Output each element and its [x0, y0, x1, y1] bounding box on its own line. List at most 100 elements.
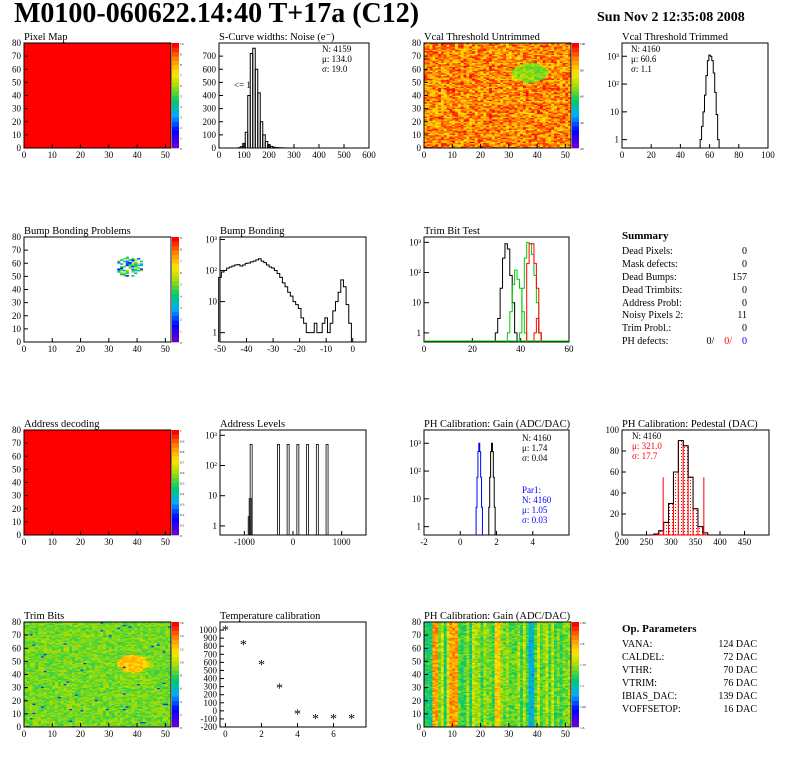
heatmap-cell — [424, 86, 428, 88]
heatmap-cell — [443, 85, 447, 87]
heatmap-cell — [429, 128, 433, 130]
heatmap-cell — [489, 83, 493, 86]
heatmap-cell — [517, 145, 521, 147]
heatmap-cell — [469, 70, 473, 73]
heatmap-cell — [438, 60, 442, 62]
palette-cell — [572, 134, 579, 140]
heatmap-cell — [517, 108, 521, 111]
heatmap-cell — [463, 64, 467, 66]
heatmap-cell — [440, 112, 445, 115]
heatmap-cell — [500, 79, 504, 82]
heatmap-cell — [480, 133, 484, 136]
heatmap-cell — [424, 119, 428, 121]
heatmap-cell — [438, 130, 442, 133]
heatmap-cell — [528, 128, 532, 130]
heatmap-cell — [559, 70, 563, 73]
heatmap-cell — [545, 141, 549, 144]
heatmap-cell — [548, 92, 552, 95]
heatmap-cell — [452, 78, 456, 81]
heatmap-cell — [452, 87, 456, 90]
heatmap-cell — [472, 102, 476, 104]
heatmap-cell — [474, 145, 479, 147]
heatmap-cell — [443, 83, 447, 86]
heatmap-cell — [568, 86, 572, 88]
heatmap-cell — [120, 273, 124, 276]
heatmap-cell — [534, 140, 538, 142]
heatmap-cell — [463, 111, 467, 113]
heatmap-cell — [568, 71, 572, 74]
heatmap-cell — [528, 127, 532, 129]
heatmap-cell — [494, 140, 498, 142]
heatmap-cell — [503, 43, 507, 45]
heatmap-cell — [568, 127, 572, 129]
heatmap-cell — [474, 91, 479, 94]
heatmap-cell — [522, 116, 527, 119]
heatmap-cell — [469, 141, 473, 144]
heatmap-cell — [449, 107, 453, 109]
heatmap-cell — [531, 142, 535, 145]
heatmap-cell — [556, 104, 560, 107]
heatmap-cell — [426, 115, 430, 117]
heatmap-cell — [435, 75, 439, 78]
heatmap-cell — [489, 82, 493, 84]
heatmap-cell — [460, 58, 464, 61]
heatmap-cell — [551, 45, 555, 48]
heatmap-cell — [131, 263, 135, 265]
heatmap-cell — [505, 125, 510, 128]
heatmap-cell — [424, 111, 428, 113]
heatmap-cell — [562, 102, 566, 104]
heatmap-cell — [477, 100, 481, 103]
heatmap-cell — [508, 64, 512, 66]
heatmap-cell — [443, 53, 447, 56]
heatmap-cell — [497, 125, 501, 128]
heatmap-cell — [474, 75, 479, 78]
heatmap-cell — [551, 57, 555, 60]
heatmap-cell — [463, 144, 467, 146]
heatmap-cell — [438, 65, 442, 67]
y-tick-label: 0 — [212, 143, 217, 153]
heatmap-cell — [554, 124, 558, 126]
heatmap-cell — [457, 67, 462, 70]
heatmap-cell — [472, 109, 476, 112]
heatmap-cell — [469, 144, 473, 146]
heatmap-cell — [520, 102, 524, 104]
plot-frame — [621, 42, 769, 149]
palette-cell — [172, 254, 179, 260]
heatmap-cell — [531, 69, 535, 71]
heatmap-cell — [525, 87, 529, 90]
heatmap-cell — [497, 141, 501, 144]
heatmap-cell — [432, 82, 436, 84]
heatmap-cell — [548, 108, 552, 111]
heatmap-cell — [522, 100, 527, 103]
heatmap-cell — [466, 103, 470, 105]
heatmap-cell — [545, 146, 549, 149]
heatmap-cell — [489, 66, 493, 69]
heatmap-cell — [438, 121, 442, 124]
heatmap-cell — [474, 127, 479, 129]
heatmap-cell — [520, 123, 524, 125]
heatmap-cell — [438, 127, 442, 129]
heatmap-cell — [460, 78, 464, 81]
heatmap-cell — [528, 132, 532, 134]
heatmap-cell — [480, 53, 484, 56]
heatmap-cell — [556, 81, 560, 83]
heatmap-cell — [537, 99, 541, 102]
heatmap-cell — [500, 121, 504, 124]
heatmap-cell — [472, 54, 476, 57]
heatmap-cell — [429, 140, 433, 142]
heatmap-cell — [565, 108, 569, 111]
heatmap-cell — [556, 90, 560, 92]
heatmap-cell — [477, 108, 481, 111]
heatmap-cell — [534, 48, 538, 50]
heatmap-cell — [539, 115, 544, 117]
heatmap-cell — [480, 44, 484, 46]
heatmap-cell — [559, 65, 563, 67]
stat-text-par1: N: 4160 — [522, 495, 552, 505]
y-tick-label: 500 — [203, 77, 217, 87]
heatmap-cell — [505, 121, 510, 124]
heatmap-cell — [438, 95, 442, 98]
heatmap-cell — [505, 94, 510, 96]
heatmap-cell — [534, 115, 538, 117]
heatmap-cell — [483, 91, 487, 94]
heatmap-cell — [432, 133, 436, 136]
